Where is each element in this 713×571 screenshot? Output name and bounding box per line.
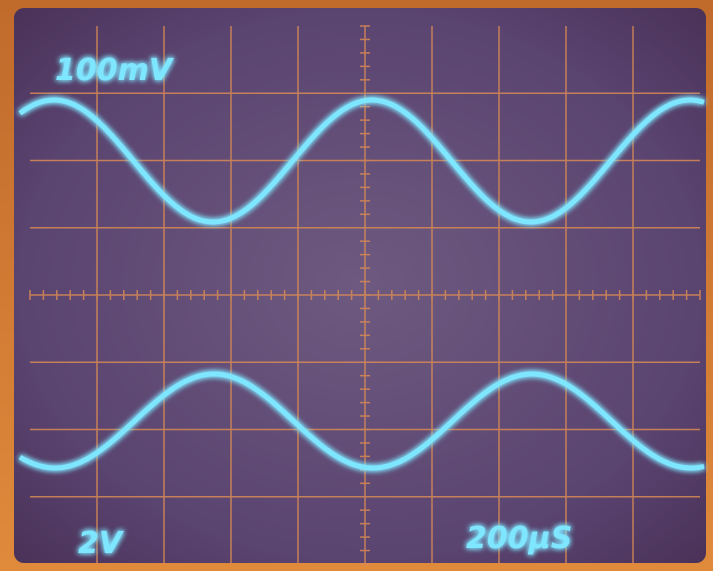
ch2-trace <box>18 371 705 471</box>
ch1-scale: 100mV <box>55 53 175 88</box>
screen <box>14 8 706 563</box>
ch2-scale: 2V <box>78 526 125 561</box>
ch1-trace <box>18 97 705 225</box>
graticule <box>29 25 701 565</box>
traces <box>18 97 705 471</box>
timebase: 200µS <box>466 521 572 556</box>
